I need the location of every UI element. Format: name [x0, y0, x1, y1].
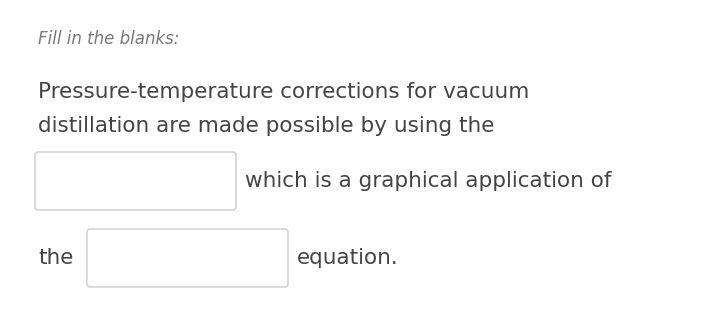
Text: which is a graphical application of: which is a graphical application of — [245, 171, 612, 191]
Text: the: the — [38, 248, 73, 268]
Text: Pressure-temperature corrections for vacuum: Pressure-temperature corrections for vac… — [38, 82, 529, 102]
Text: Fill in the blanks:: Fill in the blanks: — [38, 30, 180, 48]
Text: distillation are made possible by using the: distillation are made possible by using … — [38, 116, 495, 136]
FancyBboxPatch shape — [35, 152, 236, 210]
Text: equation.: equation. — [297, 248, 398, 268]
FancyBboxPatch shape — [87, 229, 288, 287]
